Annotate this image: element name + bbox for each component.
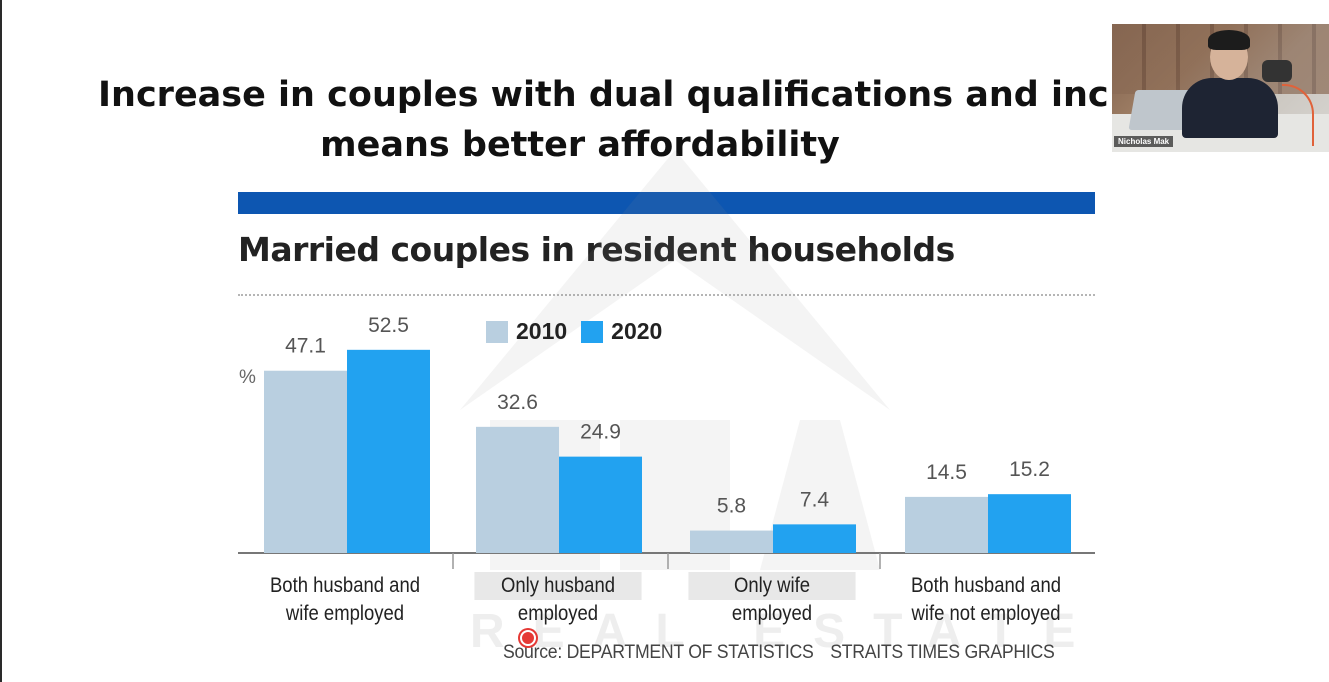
bar-2010-cat2 (476, 426, 559, 553)
category-label-1-line-2: wife employed (285, 602, 405, 625)
legend-item-2010: 2010 (486, 318, 567, 345)
category-label-2-line-1: Only husband (474, 572, 642, 600)
source-text: Source: DEPARTMENT OF STATISTICS (503, 642, 814, 663)
category-label-4-line-1: Both husband and (910, 574, 1062, 597)
bar-2020-cat1 (347, 349, 430, 553)
dotted-divider (238, 294, 1095, 296)
category-label-4: Both husband and wife not employed (902, 572, 1069, 628)
category-label-3-line-2: employed (731, 602, 813, 625)
legend-swatch-2020 (581, 320, 604, 343)
data-label-2010-cat4: 14.5 (926, 461, 967, 484)
category-label-1: Both husband and wife employed (261, 572, 428, 628)
credit-text: STRAITS TIMES GRAPHICS (830, 642, 1055, 663)
bar-2010-cat4 (905, 496, 988, 553)
bar-2020-cat2 (559, 456, 642, 553)
category-label-4-line-2: wife not employed (911, 602, 1061, 625)
category-label-1-line-1: Both husband and (269, 574, 421, 597)
window-edge (0, 0, 2, 682)
category-label-3-line-1: Only wife (688, 572, 856, 600)
data-label-2020-cat4: 15.2 (1009, 458, 1050, 481)
data-label-2010-cat2: 32.6 (497, 391, 538, 414)
bar-2020-cat4 (988, 494, 1071, 553)
microphone-icon (1262, 60, 1292, 82)
category-label-2: Only husband employed (474, 572, 642, 628)
data-label-2010-cat3: 5.8 (717, 495, 746, 518)
data-label-2020-cat3: 7.4 (800, 488, 830, 511)
chart-banner-bar (238, 192, 1095, 214)
pointer-cursor-icon (520, 630, 536, 646)
webcam-video-tile[interactable]: Nicholas Mak (1112, 24, 1329, 152)
data-label-2020-cat1: 52.5 (368, 314, 409, 337)
watermark-text: REAL ESTATE (470, 605, 1104, 658)
data-label-2020-cat2: 24.9 (580, 421, 621, 444)
bar-2010-cat3 (690, 530, 773, 553)
slide-title: Increase in couples with dual qualificat… (60, 70, 1109, 170)
bar-2020-cat3 (773, 524, 856, 553)
legend-swatch-2010 (486, 320, 508, 343)
legend-label-2020: 2020 (611, 318, 663, 344)
webcam-person-body (1182, 78, 1278, 138)
chart-legend: 2010 2020 (486, 318, 662, 345)
participant-name-tag: Nicholas Mak (1114, 136, 1174, 147)
legend-item-2020: 2020 (581, 318, 662, 345)
webcam-person-hair (1208, 30, 1250, 50)
chart-source: Source: DEPARTMENT OF STATISTICS STRAITS … (503, 642, 1055, 664)
data-label-2010-cat1: 47.1 (285, 335, 326, 358)
slide-title-line-1: Increase in couples with dual qualificat… (98, 75, 1109, 115)
category-label-3: Only wife employed (688, 572, 856, 628)
bar-2010-cat1 (264, 370, 347, 553)
slide-title-line-2: means better affordability (320, 125, 840, 165)
category-label-2-line-2: employed (517, 602, 599, 625)
y-axis-unit-label: % (239, 367, 256, 388)
legend-label-2010: 2010 (516, 318, 568, 344)
chart-title: Married couples in resident households (238, 230, 955, 269)
